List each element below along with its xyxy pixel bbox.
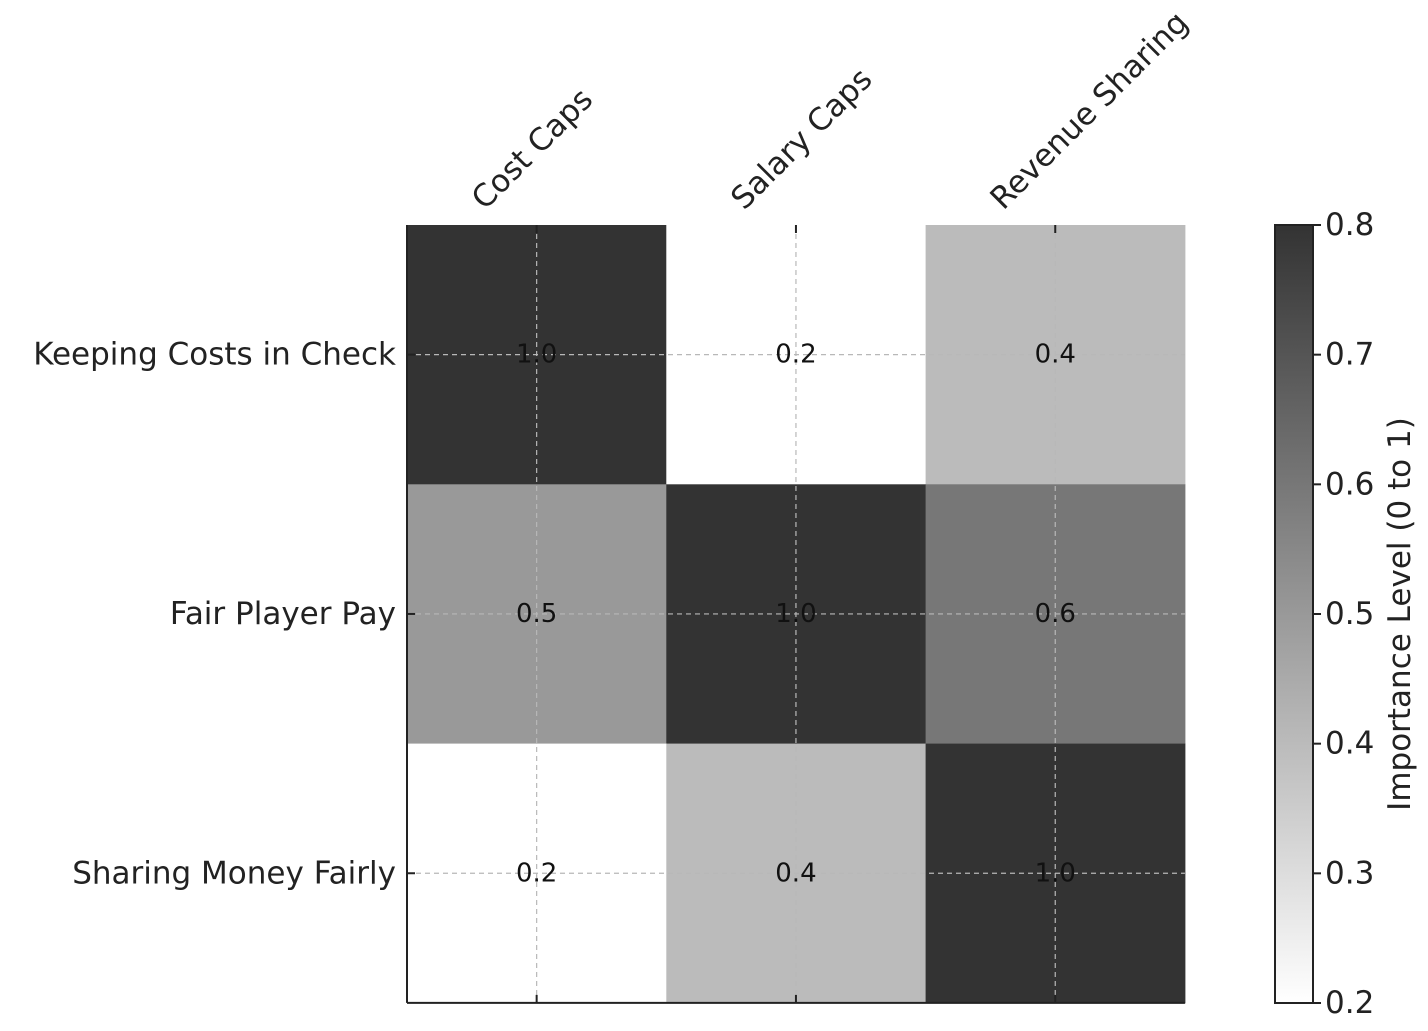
column-label: Revenue Sharing [983, 5, 1195, 217]
row-label: Sharing Money Fairly [72, 855, 396, 891]
cell-value-labels: 1.0 0.2 0.4 0.5 1.0 0.6 0.2 0.4 1.0 [516, 340, 1076, 889]
column-labels: Cost Caps Salary Caps Revenue Sharing [465, 5, 1196, 217]
colorbar-tick-label: 0.2 [1325, 985, 1374, 1021]
row-labels: Keeping Costs in Check Fair Player Pay Sha… [33, 337, 396, 892]
row-label: Fair Player Pay [170, 596, 396, 632]
cell-value-label: 1.0 [775, 599, 816, 629]
colorbar-tick-label: 0.6 [1325, 466, 1374, 502]
colorbar-tick-label: 0.5 [1325, 596, 1374, 632]
colorbar-gradient-bar [1274, 224, 1314, 1004]
column-label: Salary Caps [724, 61, 879, 216]
colorbar-tick-label: 0.4 [1325, 726, 1374, 762]
plot-axes [406, 225, 1185, 1004]
cell-value-label: 1.0 [1035, 858, 1076, 888]
colorbar-title: Importance Level (0 to 1) [1382, 417, 1418, 811]
colorbar-tick-label: 0.3 [1325, 855, 1374, 891]
cell-value-label: 0.4 [775, 858, 816, 888]
cell-value-label: 0.2 [516, 858, 557, 888]
cell-value-label: 0.6 [1035, 599, 1076, 629]
cell-value-label: 0.2 [775, 340, 816, 370]
colorbar-tick-label: 0.8 [1325, 207, 1374, 243]
colorbar-ticks: 0.2 0.3 0.4 0.5 0.6 0.7 0.8 [1313, 207, 1374, 1021]
gridlines [407, 225, 1185, 1003]
column-label: Cost Caps [465, 81, 600, 216]
row-label: Keeping Costs in Check [33, 337, 396, 373]
cell-value-label: 0.4 [1035, 340, 1076, 370]
cell-value-label: 1.0 [516, 340, 557, 370]
colorbar-tick-label: 0.7 [1325, 337, 1374, 373]
cell-value-label: 0.5 [516, 599, 557, 629]
colorbar: 0.2 0.3 0.4 0.5 0.6 0.7 0.8 Importance Level (… [1274, 207, 1418, 1021]
